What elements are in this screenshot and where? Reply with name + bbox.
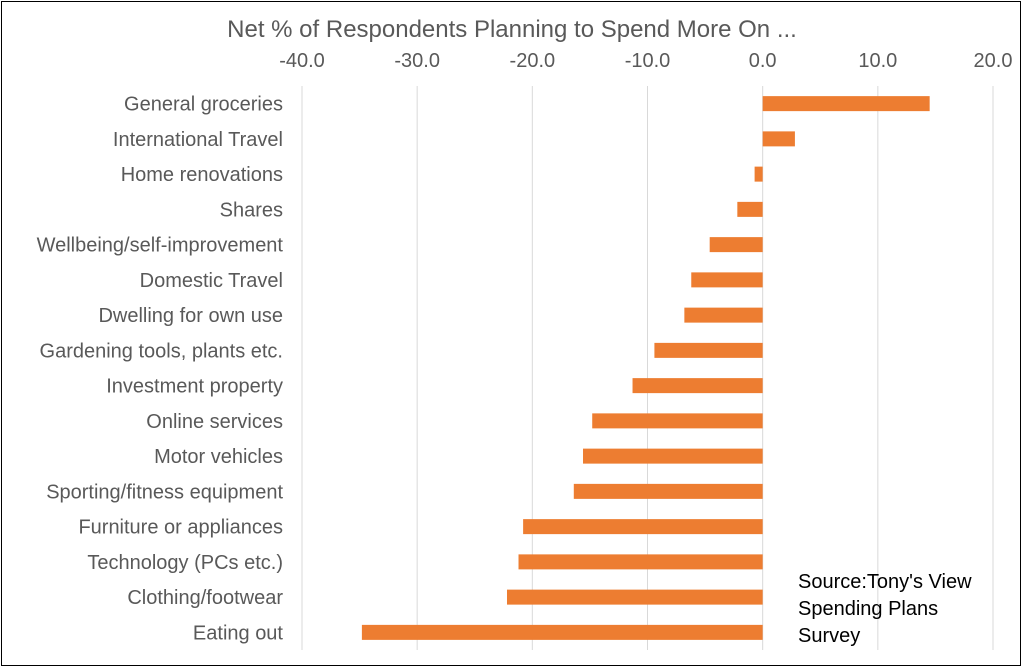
bar: [573, 483, 763, 499]
bar: [737, 201, 763, 217]
category-label: Motor vehicles: [154, 446, 283, 468]
bar: [523, 519, 763, 535]
category-label: Shares: [220, 199, 283, 221]
category-label: Clothing/footwear: [127, 587, 283, 609]
x-tick-label: -30.0: [394, 50, 440, 72]
category-label: Eating out: [193, 622, 284, 644]
x-tick-label: -10.0: [625, 50, 671, 72]
bar: [518, 554, 763, 570]
bar: [754, 166, 763, 182]
category-label: General groceries: [124, 94, 283, 116]
bar: [583, 448, 763, 464]
category-label: Domestic Travel: [140, 270, 283, 292]
gridlines: [301, 86, 994, 650]
source-line: Spending Plans: [798, 598, 938, 620]
category-label: International Travel: [113, 129, 283, 151]
category-label: Home renovations: [121, 164, 283, 186]
bar: [506, 589, 763, 605]
category-label: Investment property: [106, 376, 283, 398]
x-tick-label: 0.0: [749, 50, 777, 72]
category-label: Online services: [146, 411, 283, 433]
chart-title: Net % of Respondents Planning to Spend M…: [227, 16, 797, 43]
bar: [654, 342, 763, 358]
bar: [632, 378, 763, 394]
bar: [762, 131, 795, 147]
category-label: Wellbeing/self-improvement: [37, 235, 284, 257]
x-tick-label: 20.0: [974, 50, 1013, 72]
source-line: Survey: [798, 625, 860, 647]
x-tick-label: -20.0: [510, 50, 556, 72]
category-label: Sporting/fitness equipment: [46, 481, 283, 503]
x-tick-label: 10.0: [858, 50, 897, 72]
bar: [709, 237, 763, 253]
x-tick-label: -40.0: [279, 50, 325, 72]
source-annotation: Source:Tony's View Spending Plans Survey: [798, 571, 972, 647]
category-label: Dwelling for own use: [98, 305, 283, 327]
category-label: Gardening tools, plants etc.: [40, 340, 283, 362]
bar: [684, 307, 763, 323]
bar: [592, 413, 763, 429]
bars: [361, 96, 930, 640]
category-label: Furniture or appliances: [78, 517, 283, 539]
bar: [691, 272, 763, 288]
category-label: Technology (PCs etc.): [87, 552, 283, 574]
category-labels: General groceries International Travel Hom…: [37, 94, 284, 645]
bar: [762, 96, 930, 112]
x-axis-tick-labels: -40.0 -30.0 -20.0 -10.0 0.0 10.0 20.0: [279, 50, 1012, 72]
source-line: Source:Tony's View: [798, 571, 972, 593]
bar: [361, 624, 763, 640]
